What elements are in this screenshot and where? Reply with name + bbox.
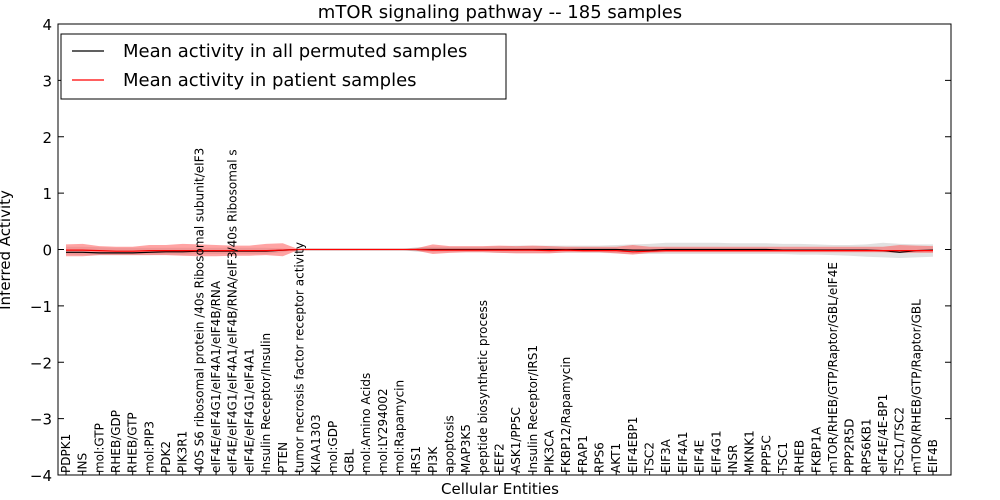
x-axis-label: Cellular Entities [441, 480, 559, 498]
x-tick-label: EIF4E [693, 440, 707, 473]
x-tick-label: IRS1 [409, 446, 423, 473]
x-tick-label: Insulin Receptor/Insulin [259, 333, 273, 473]
x-tick-label: TSC1 [776, 442, 790, 474]
x-tick-label: PPP2R5D [843, 418, 857, 473]
x-tick-label: peptide biosynthetic process [476, 300, 490, 473]
x-tick-label: eIF4E/eIF4G1/eIF4A1/eIF4B/RNA [209, 280, 223, 473]
x-tick-label: EIF4G1 [709, 430, 723, 473]
x-tick-label: tumor necrosis factor receptor activity [292, 242, 306, 473]
x-tick-label: eIF4E/eIF4G1/eIF4A1 [242, 348, 256, 473]
legend-box [60, 33, 507, 100]
y-tick-label: 1 [42, 185, 52, 203]
x-tick-label: GBL [342, 448, 356, 473]
x-tick-label: PPP5C [759, 435, 773, 473]
x-tick-label: INS [76, 453, 90, 473]
x-tick-label: FKBP1A [809, 426, 823, 473]
legend: Mean activity in all permuted samples Me… [60, 33, 507, 100]
x-tick-label: FRAP1 [576, 435, 590, 473]
x-tick-label: RPS6KB1 [859, 418, 873, 473]
x-tick-label: TSC1/TSC2 [893, 407, 907, 474]
y-tick-label: −4 [30, 467, 52, 485]
x-tick-label: RHEB/GTP [126, 412, 140, 473]
x-tick-label: RHEB/GDP [109, 410, 123, 473]
x-tick-label: PDPK1 [59, 434, 73, 473]
x-tick-label: mol:GDP [326, 421, 340, 473]
x-tick-label: mol:GTP [92, 423, 106, 473]
y-tick-label: 0 [42, 242, 52, 260]
y-axis-label: Inferred Activity [0, 190, 14, 310]
x-tick-label: PDK2 [159, 441, 173, 473]
x-tick-label: INSR [726, 445, 740, 473]
x-tick-label: EIF3A [659, 438, 673, 473]
x-tick-label: 40S S6 ribosomal protein /40s Ribosomal … [192, 148, 206, 473]
x-tick-label: PIK3R1 [176, 431, 190, 473]
x-tick-label: RPS6 [593, 442, 607, 473]
x-tick-label: TSC2 [643, 442, 657, 474]
x-tick-label: EIF4EBP1 [626, 417, 640, 473]
x-tick-label: AKT1 [609, 443, 623, 473]
x-tick-label: EIF4B [926, 439, 940, 473]
y-tick-label: 3 [42, 72, 52, 90]
y-tick-label: 4 [42, 16, 52, 34]
x-tick-label: MKNK1 [743, 430, 757, 473]
x-axis: PDPK1 INS mol:GTP RHEB/GDP RHEB/GTP mol:PIP3 P… [59, 148, 940, 475]
x-tick-label: mol:Amino Acids [359, 373, 373, 473]
y-tick-label: −2 [30, 354, 52, 372]
x-tick-label: Insulin Receptor/IRS1 [526, 345, 540, 473]
x-tick-label: eIF4E/eIF4G1/eIF4A1/eIF4B/RNA/eIF3/40s R… [226, 149, 240, 473]
x-tick-label: RHEB [793, 440, 807, 473]
x-tick-label: mol:Rapamycin [392, 380, 406, 473]
legend-label-patient: Mean activity in patient samples [123, 70, 417, 91]
y-axis: −4 −3 −2 −1 0 1 2 3 4 [30, 16, 951, 485]
x-tick-label: PTEN [276, 442, 290, 473]
series-lines [66, 248, 934, 254]
x-tick-label: FKBP12/Rapamycin [559, 357, 573, 473]
x-tick-label: mol:LY294002 [376, 388, 390, 473]
x-tick-label: mol:PIP3 [142, 421, 156, 473]
chart-title: mTOR signaling pathway -- 185 samples [318, 2, 682, 23]
x-tick-label: apoptosis [442, 415, 456, 473]
legend-label-permuted: Mean activity in all permuted samples [123, 41, 467, 62]
x-tick-label: EEF2 [493, 443, 507, 473]
y-tick-label: −3 [30, 411, 52, 429]
y-tick-label: 2 [42, 129, 52, 147]
y-tick-label: −1 [30, 298, 52, 316]
x-tick-label: eIF4E/4E-BP1 [876, 394, 890, 473]
x-tick-label: EIF4A1 [676, 431, 690, 473]
series-line-patient [66, 248, 933, 253]
x-tick-label: PIK3CA [543, 429, 557, 473]
x-tick-label: PI3K [426, 446, 440, 473]
x-tick-label: KIAA1303 [309, 414, 323, 473]
x-tick-label: mTOR/RHEB/GTP/Raptor/GBL [909, 299, 923, 473]
x-tick-label: mTOR/RHEB/GTP/Raptor/GBL/eIF4E [826, 262, 840, 473]
x-tick-label: ASK1/PP5C [509, 407, 523, 473]
x-tick-label: MAP3K5 [459, 424, 473, 473]
